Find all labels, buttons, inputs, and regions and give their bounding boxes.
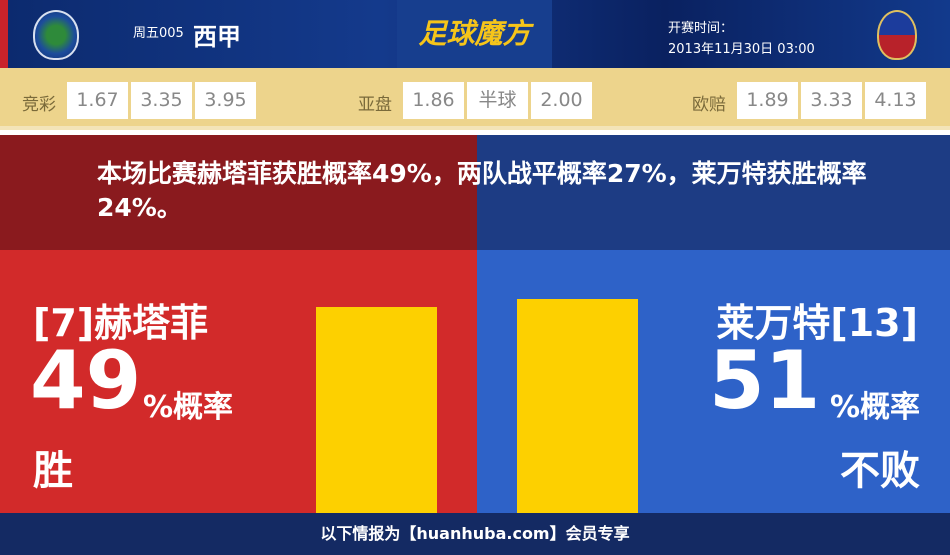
odds-value: 半球	[467, 82, 528, 119]
away-probability-unit: %概率	[829, 390, 920, 425]
odds-value: 3.35	[131, 82, 192, 119]
kickoff-time: 2013年11月30日 03:00	[668, 42, 815, 57]
odds-value: 1.67	[67, 82, 128, 119]
home-probability-unit: %概率	[143, 390, 234, 425]
odds-value: 3.95	[195, 82, 256, 119]
away-probability: 51	[709, 334, 821, 427]
summary-banner-left	[0, 135, 477, 250]
header: 周五005 西甲 足球魔方 开赛时间： 2013年11月30日 03:00	[0, 0, 950, 68]
brand-logo: 足球魔方	[397, 0, 552, 68]
odds-value: 2.00	[531, 82, 592, 119]
summary-banner-right	[477, 135, 950, 250]
away-result: 不败	[840, 448, 920, 494]
odds-value: 3.33	[801, 82, 862, 119]
summary-text: 本场比赛赫塔菲获胜概率49%，两队战平概率27%，莱万特获胜概率24%。	[97, 159, 867, 222]
match-round: 周五005	[133, 26, 184, 41]
home-result: 胜	[33, 448, 73, 494]
odds-bar: 竞彩 1.67 3.35 3.95 亚盘 1.86 半球 2.00 欧赔 1.8…	[0, 68, 950, 130]
odds-value: 1.86	[403, 82, 464, 119]
home-probability-bar	[316, 307, 437, 513]
league-name: 西甲	[193, 23, 241, 51]
red-strip	[0, 0, 8, 68]
home-team-logo	[33, 10, 79, 60]
home-probability: 49	[30, 334, 142, 427]
odds-label-jingcai: 竞彩	[22, 95, 56, 115]
away-team-name: 莱万特[13]	[716, 301, 918, 345]
kickoff-label: 开赛时间：	[668, 21, 734, 36]
odds-label-yapan: 亚盘	[358, 95, 392, 115]
odds-label-ouzhi: 欧赔	[692, 95, 726, 115]
odds-value: 1.89	[737, 82, 798, 119]
members-footer[interactable]: 以下情报为【huanhuba.com】会员专享	[0, 513, 950, 555]
home-team-name: [7]赫塔菲	[33, 301, 209, 345]
away-team-logo	[877, 10, 917, 60]
odds-value: 4.13	[865, 82, 926, 119]
away-probability-bar	[517, 298, 638, 513]
